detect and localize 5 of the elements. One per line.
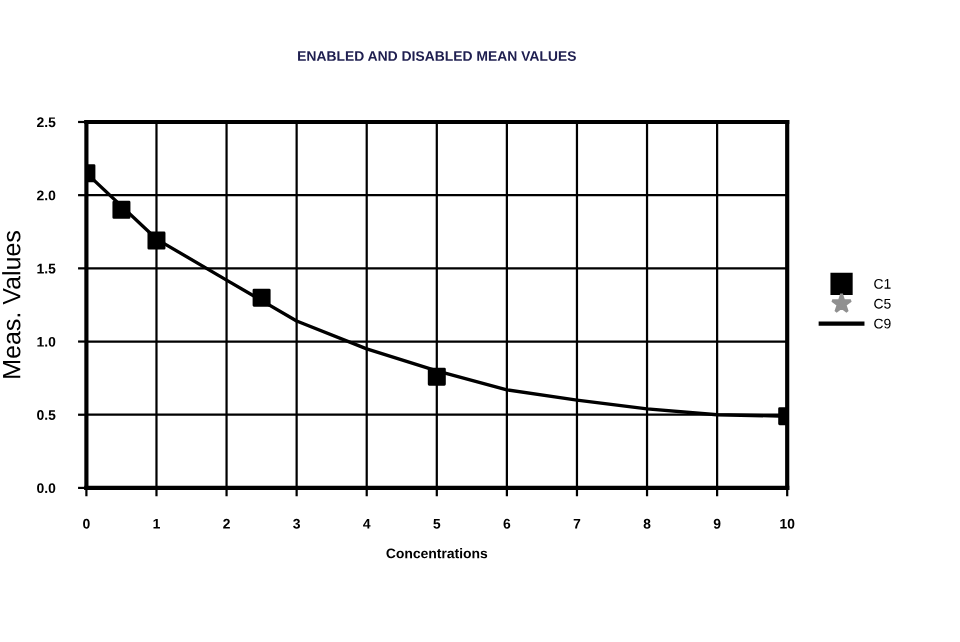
point — [427, 367, 446, 386]
point — [112, 200, 131, 219]
point — [147, 231, 166, 250]
point — [252, 288, 271, 307]
y-axis-title: Meas. Values — [2, 231, 21, 378]
